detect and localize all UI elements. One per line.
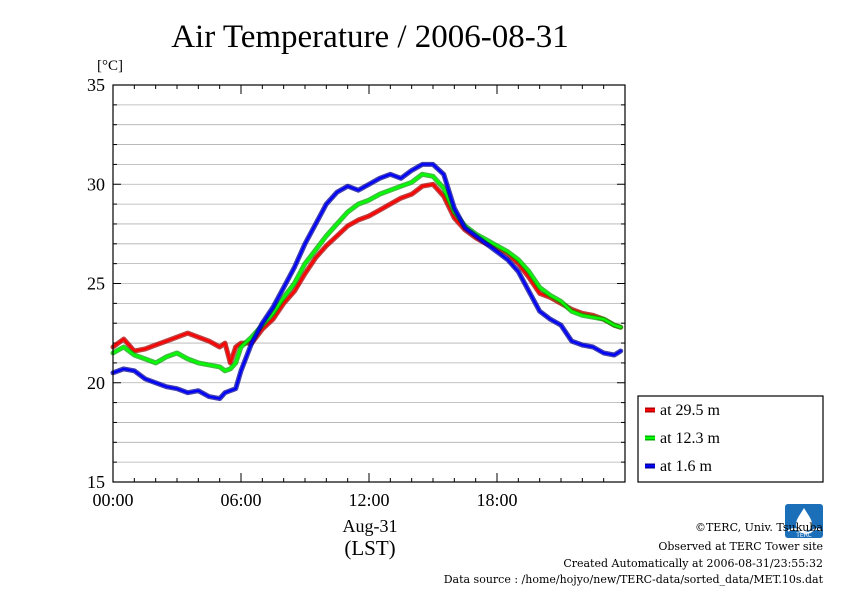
- x-axis-label: Aug-31: [343, 516, 398, 536]
- x-tick-label: 18:00: [476, 490, 517, 510]
- series-line-3: [111, 163, 622, 400]
- logo-drop-icon: [796, 508, 812, 532]
- y-tick-label: 20: [87, 373, 105, 393]
- observed-text: Observed at TERC Tower site: [658, 540, 823, 553]
- legend-label: at 1.6 m: [660, 458, 713, 475]
- series-line-1: [111, 183, 622, 364]
- x-tick-label: 06:00: [220, 490, 261, 510]
- data-source-text: Data source : /home/hojyo/new/TERC-data/…: [444, 573, 824, 586]
- legend: at 29.5 m at 12.3 m at 1.6 m: [637, 395, 824, 483]
- x-tick-label: 00:00: [92, 490, 133, 510]
- y-tick-label: 35: [87, 75, 105, 95]
- y-tick-label: 15: [87, 472, 105, 492]
- y-tick-label: 25: [87, 274, 105, 294]
- created-text: Created Automatically at 2006-08-31/23:5…: [563, 557, 823, 570]
- logo-text: TERC: [795, 532, 812, 539]
- series-line-outline: [110, 181, 624, 366]
- legend-label: at 12.3 m: [660, 430, 721, 447]
- logo-wave-icon: [787, 528, 822, 534]
- plot-frame: [112, 84, 626, 483]
- legend-label: at 29.5 m: [660, 402, 721, 419]
- y-tick-label: 30: [87, 174, 105, 194]
- series-lines: [110, 161, 624, 402]
- copyright-text: ©TERC, Univ. Tsukuba: [695, 521, 823, 534]
- chart-title: Air Temperature / 2006-08-31: [171, 19, 569, 55]
- legend-box: [637, 395, 824, 483]
- x-tick-label: 12:00: [348, 490, 389, 510]
- y-axis-unit-label: [°C]: [97, 58, 123, 74]
- series-line-2: [111, 173, 622, 372]
- terc-logo: TERC: [785, 504, 823, 539]
- x-axis-label-lst: (LST): [344, 536, 395, 560]
- gridlines: [113, 104, 625, 463]
